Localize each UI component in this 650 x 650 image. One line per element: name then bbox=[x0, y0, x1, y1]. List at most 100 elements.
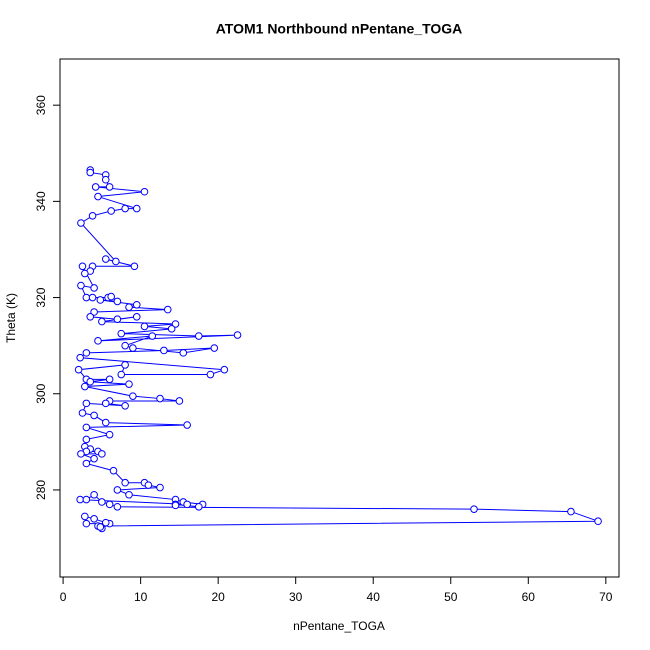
data-point bbox=[130, 262, 139, 271]
data-point bbox=[90, 411, 98, 420]
data-point bbox=[210, 344, 219, 352]
data-point bbox=[233, 331, 242, 339]
data-point bbox=[90, 490, 98, 499]
data-point bbox=[121, 478, 129, 487]
data-point bbox=[107, 207, 115, 215]
data-point bbox=[86, 168, 95, 177]
data-point bbox=[140, 187, 149, 196]
data-point bbox=[163, 305, 172, 314]
data-point bbox=[140, 322, 149, 331]
data-point bbox=[90, 308, 98, 316]
data-point bbox=[101, 175, 110, 184]
data-point bbox=[113, 297, 122, 306]
data-point bbox=[171, 501, 180, 510]
data-point bbox=[105, 430, 114, 439]
data-point bbox=[101, 418, 110, 427]
data-point bbox=[183, 421, 191, 429]
y-tick-label: 280 bbox=[34, 480, 48, 500]
data-point bbox=[121, 204, 129, 213]
data-point bbox=[121, 361, 129, 369]
data-point bbox=[113, 486, 122, 494]
y-tick-label: 340 bbox=[34, 191, 48, 211]
y-tick-label: 360 bbox=[34, 95, 48, 115]
data-point bbox=[194, 502, 203, 511]
data-point bbox=[125, 380, 133, 388]
data-point bbox=[76, 353, 84, 362]
data-point bbox=[183, 500, 191, 509]
data-point bbox=[112, 257, 120, 266]
data-point bbox=[101, 399, 110, 408]
x-tick-label: 0 bbox=[60, 590, 67, 604]
data-point bbox=[105, 500, 114, 509]
data-point bbox=[220, 365, 229, 374]
x-tick-label: 60 bbox=[522, 590, 536, 604]
data-point bbox=[101, 518, 110, 527]
data-point bbox=[101, 255, 110, 263]
data-point bbox=[90, 284, 98, 292]
data-point bbox=[88, 293, 97, 302]
data-point bbox=[98, 317, 106, 326]
data-point bbox=[94, 337, 102, 345]
data-point bbox=[98, 498, 106, 506]
data-point bbox=[121, 341, 129, 350]
data-point bbox=[82, 423, 91, 432]
data-point bbox=[81, 382, 89, 391]
data-point bbox=[156, 483, 164, 492]
data-point bbox=[125, 490, 133, 499]
data-point bbox=[125, 303, 133, 311]
data-point bbox=[113, 502, 122, 511]
data-point bbox=[86, 312, 95, 321]
data-point bbox=[107, 292, 115, 301]
data-point bbox=[82, 349, 91, 357]
data-point bbox=[96, 523, 105, 531]
data-point bbox=[77, 450, 85, 458]
x-tick-label: 20 bbox=[211, 590, 225, 604]
data-point bbox=[121, 401, 129, 410]
data-point bbox=[76, 495, 84, 504]
data-point bbox=[132, 204, 141, 213]
data-point bbox=[90, 515, 98, 523]
data-point bbox=[160, 346, 168, 355]
data-point bbox=[94, 192, 102, 201]
data-point bbox=[179, 349, 188, 357]
x-tick-label: 10 bbox=[134, 590, 148, 604]
data-point bbox=[82, 495, 91, 504]
x-tick-label: 50 bbox=[444, 590, 458, 604]
y-tick-label: 300 bbox=[34, 383, 48, 403]
data-point bbox=[77, 281, 85, 290]
data-point bbox=[81, 512, 89, 521]
data-point bbox=[74, 365, 83, 374]
data-point bbox=[567, 507, 575, 516]
x-axis-label: nPentane_TOGA bbox=[293, 619, 385, 633]
data-point bbox=[98, 450, 106, 458]
data-point bbox=[105, 375, 114, 384]
y-tick-label: 320 bbox=[34, 287, 48, 307]
data-point bbox=[132, 312, 141, 321]
data-point bbox=[91, 183, 100, 191]
data-point bbox=[82, 519, 91, 528]
x-tick-label: 70 bbox=[599, 590, 613, 604]
data-point bbox=[77, 219, 85, 227]
data-point bbox=[88, 211, 97, 220]
y-axis-label: Theta (K) bbox=[4, 293, 18, 343]
chart-title: ATOM1 Northbound nPentane_TOGA bbox=[216, 21, 463, 37]
plot-frame bbox=[59, 58, 620, 578]
data-point bbox=[90, 454, 98, 463]
data-point bbox=[109, 466, 118, 475]
x-tick-label: 40 bbox=[367, 590, 381, 604]
data-point bbox=[594, 517, 602, 526]
data-point bbox=[129, 344, 137, 352]
data-point bbox=[105, 183, 114, 191]
data-point bbox=[129, 392, 137, 400]
data-point bbox=[78, 409, 87, 417]
data-point bbox=[117, 370, 126, 379]
data-point bbox=[82, 399, 91, 408]
data-point bbox=[167, 325, 176, 333]
data-point bbox=[86, 377, 95, 386]
x-tick-label: 30 bbox=[289, 590, 303, 604]
data-point bbox=[82, 435, 91, 444]
data-point bbox=[81, 269, 89, 278]
data-point bbox=[144, 481, 153, 489]
